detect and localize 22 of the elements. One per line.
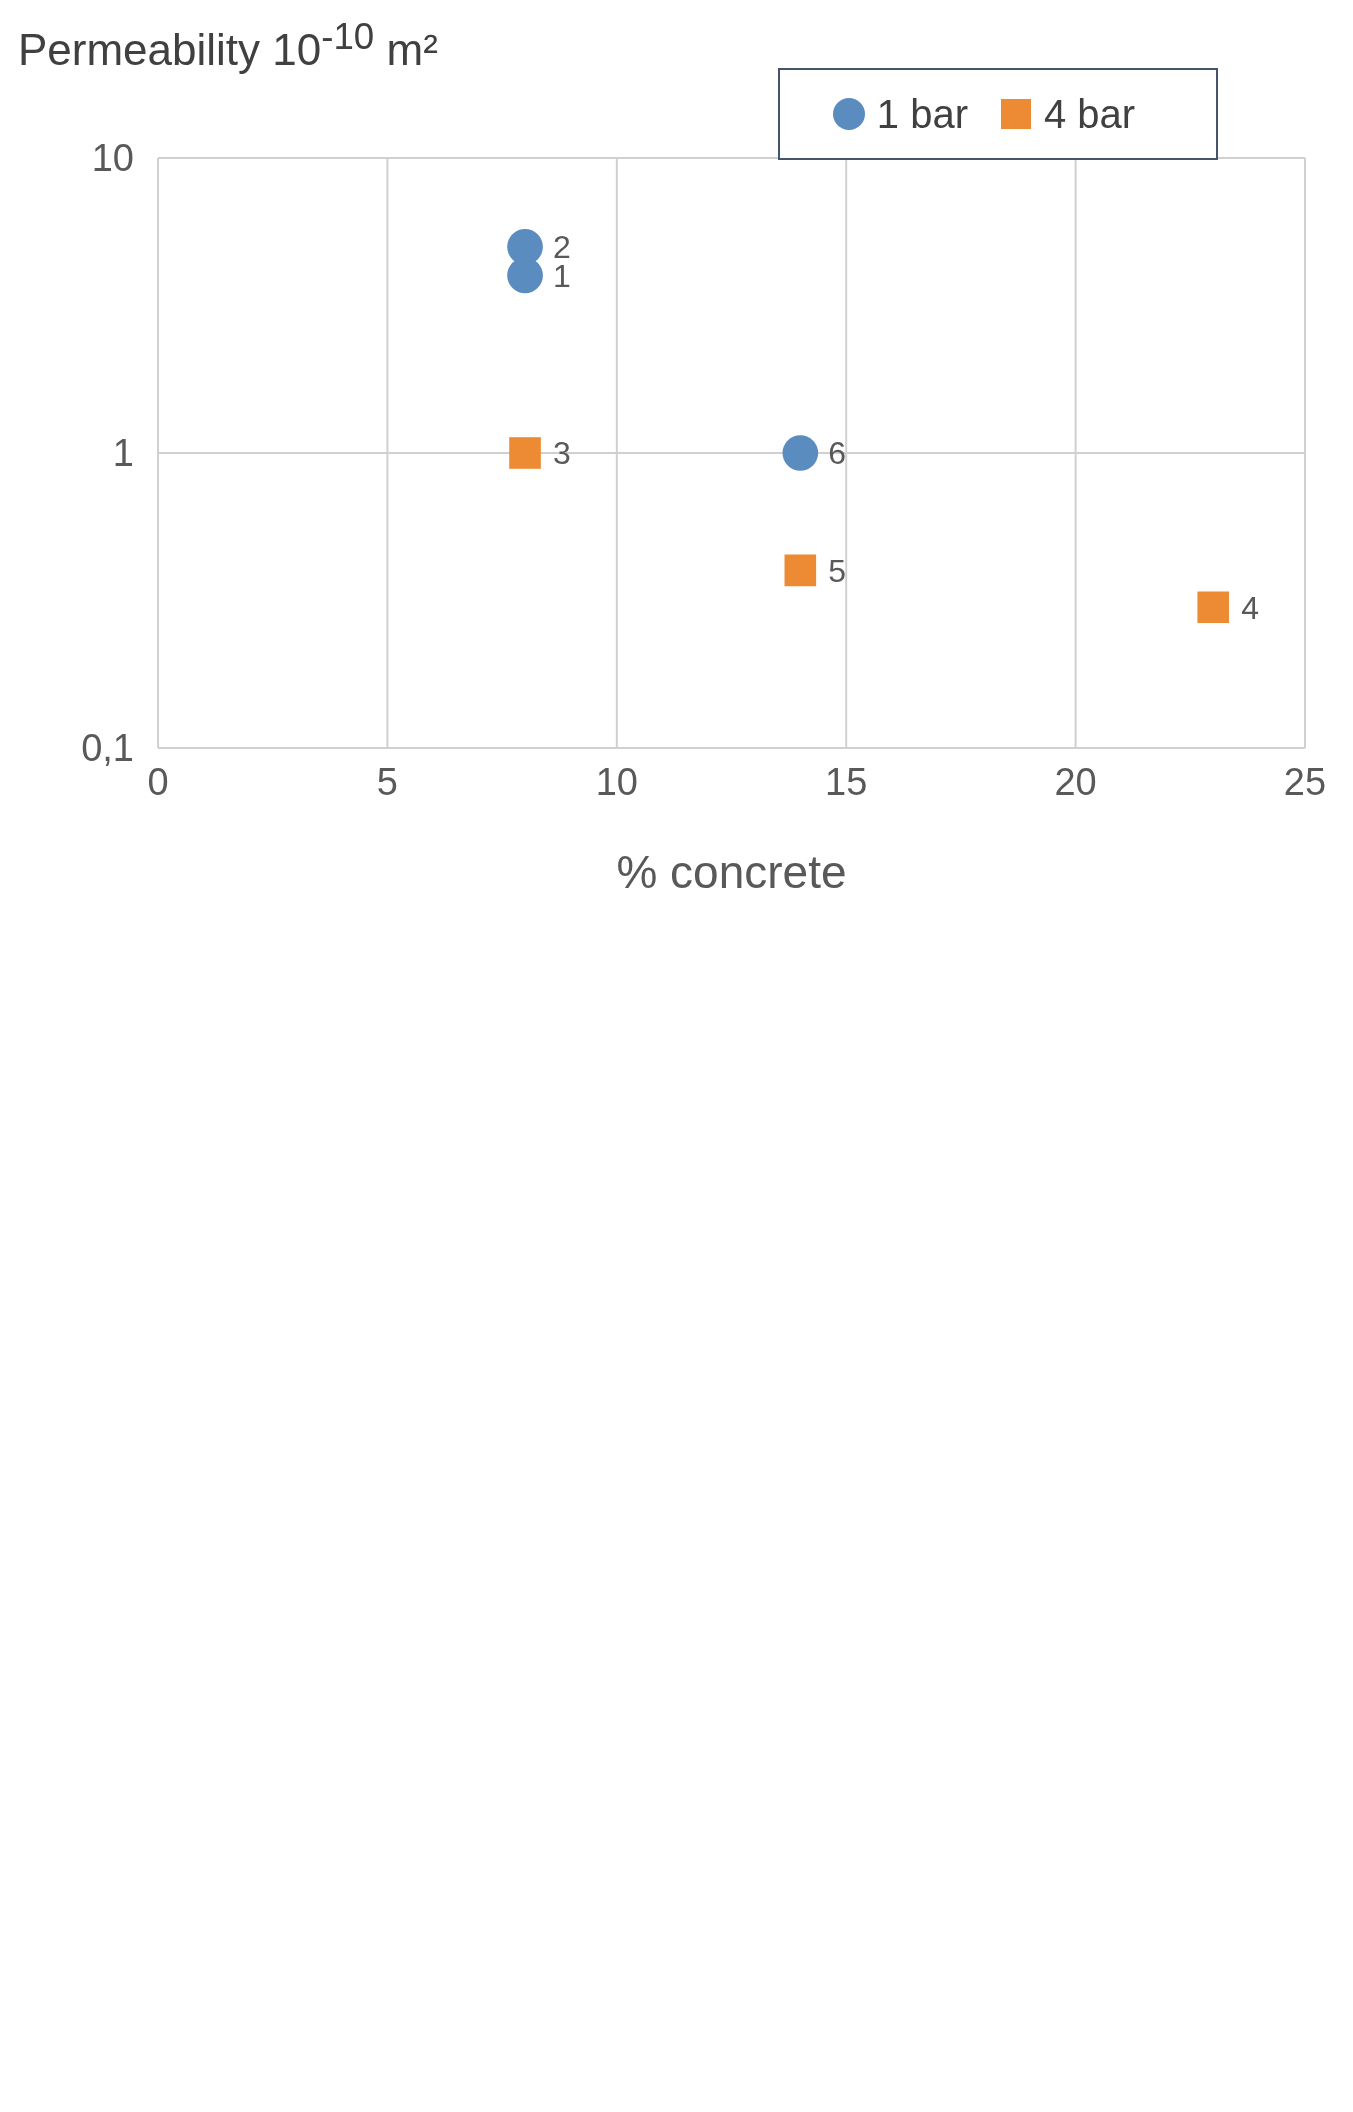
annotation: 6 (828, 435, 847, 472)
legend-label: 4 bar (1043, 91, 1136, 137)
y-axis-title: Permeability 10$^{-10}$ m² (18, 16, 438, 75)
x-tick-label: 0 (147, 760, 169, 803)
x-tick-label: 5 (376, 760, 398, 803)
point (1197, 591, 1230, 624)
x-tick-label: 20 (1054, 760, 1097, 803)
point (784, 554, 817, 587)
annotation: 4 (1241, 589, 1260, 626)
annotation: 3 (553, 435, 571, 472)
x-tick-label: 15 (825, 760, 868, 803)
y-tick-label: 1 (112, 432, 134, 475)
point (782, 435, 819, 471)
y-tick-label: 0,1 (81, 727, 134, 770)
point (507, 229, 543, 265)
legend-label: 1 bar (875, 91, 968, 137)
point (509, 437, 541, 469)
x-axis-title: % concrete (616, 846, 847, 898)
x-tick-label: 25 (1283, 760, 1327, 803)
annotation: 5 (828, 552, 847, 589)
x-tick-label: 10 (595, 760, 638, 803)
y-tick-label: 10 (91, 137, 134, 180)
